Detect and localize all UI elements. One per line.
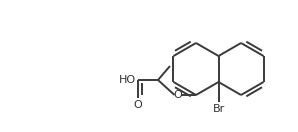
Text: Br: Br <box>212 103 225 114</box>
Text: O: O <box>134 100 142 110</box>
Text: HO: HO <box>119 75 136 85</box>
Text: O: O <box>174 90 182 100</box>
